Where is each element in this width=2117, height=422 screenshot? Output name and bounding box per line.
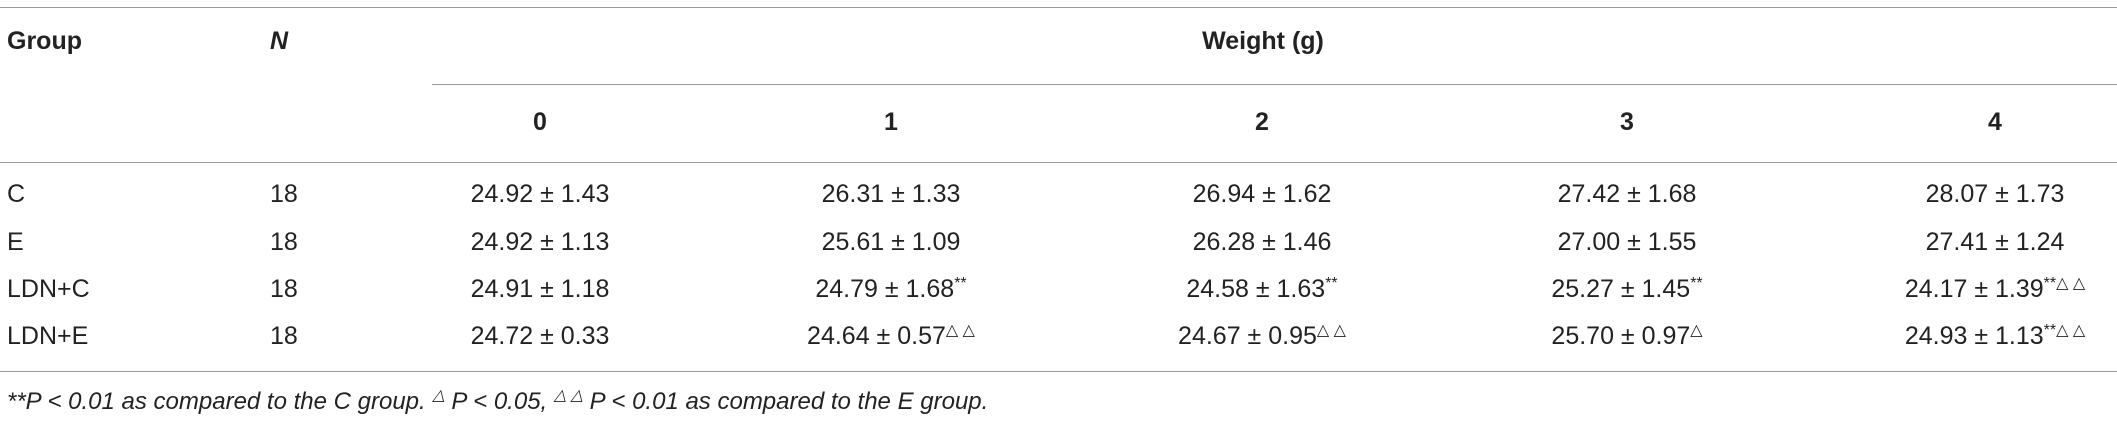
footnote-text: **P < 0.01 as compared to the C group.: [7, 388, 433, 415]
footnote-sup: △ △: [553, 387, 583, 404]
cell-value: 27.41 ± 1.24: [1925, 228, 2065, 256]
header-group: Group: [7, 27, 82, 55]
footnote: **P < 0.01 as compared to the C group. △…: [7, 388, 988, 416]
cell-value: 24.64 ± 0.57: [807, 322, 946, 350]
cell: 25.61 ± 1.09: [822, 227, 961, 257]
cell: 24.17 ± 1.39**△ △: [1905, 274, 2085, 304]
cell-value: 28.07 ± 1.73: [1925, 180, 2065, 208]
row-group: E: [7, 228, 24, 256]
rule: [432, 84, 2117, 85]
header-day: 4: [1988, 108, 2002, 136]
cell-value: 25.61 ± 1.09: [821, 228, 961, 256]
cell-value: 24.93 ± 1.13: [1904, 322, 2044, 350]
cell-value: 27.00 ± 1.55: [1557, 228, 1697, 256]
header-day: 3: [1620, 108, 1634, 136]
cell: 27.42 ± 1.68: [1558, 179, 1697, 209]
cell: 26.94 ± 1.62: [1193, 179, 1332, 209]
cell-value: 24.79 ± 1.68: [815, 275, 955, 303]
cell: 24.91 ± 1.18: [471, 274, 610, 304]
header-day: 0: [533, 108, 547, 136]
rule: [0, 162, 2117, 163]
cell: 26.31 ± 1.33: [822, 179, 961, 209]
cell: 24.93 ± 1.13**△ △: [1905, 321, 2085, 351]
cell-value: 25.70 ± 0.97: [1551, 322, 1691, 350]
cell-sup: △ △: [1316, 322, 1346, 339]
row-n: 18: [270, 322, 298, 350]
cell: 25.70 ± 0.97△: [1551, 321, 1702, 351]
header-weight: Weight (g): [1202, 27, 1324, 55]
cell: 26.28 ± 1.46: [1193, 227, 1332, 257]
footnote-text: P < 0.05,: [444, 388, 554, 415]
cell: 28.07 ± 1.73: [1926, 179, 2065, 209]
row-group: LDN+C: [7, 275, 90, 303]
cell: 24.92 ± 1.13: [471, 227, 610, 257]
row-n: 18: [270, 275, 298, 303]
cell-value: 24.92 ± 1.13: [470, 228, 610, 256]
cell: 24.58 ± 1.63**: [1186, 274, 1337, 304]
cell-value: 26.94 ± 1.62: [1192, 180, 1332, 208]
cell-sup: △ △: [945, 322, 975, 339]
row-group: LDN+E: [7, 322, 89, 350]
cell-value: 24.58 ± 1.63: [1186, 275, 1326, 303]
row-group: C: [7, 180, 26, 208]
row-n: 18: [270, 180, 298, 208]
cell: 27.00 ± 1.55: [1558, 227, 1697, 257]
cell: 24.79 ± 1.68**: [815, 274, 966, 304]
cell-sup: **△ △: [2043, 275, 2086, 292]
header-n: N: [270, 27, 289, 55]
cell: 27.41 ± 1.24: [1926, 227, 2065, 257]
footnote-text: P < 0.01 as compared to the E group.: [582, 388, 989, 415]
cell: 24.64 ± 0.57△ △: [807, 321, 975, 351]
rule: [0, 371, 2117, 372]
footnote-sup: △: [432, 387, 445, 404]
cell-value: 24.91 ± 1.18: [470, 275, 610, 303]
cell: 25.27 ± 1.45**: [1551, 274, 1702, 304]
cell-value: 24.67 ± 0.95: [1178, 322, 1317, 350]
cell-value: 25.27 ± 1.45: [1551, 275, 1691, 303]
cell-sup: **: [954, 275, 967, 292]
cell: 24.72 ± 0.33: [471, 321, 610, 351]
cell-sup: **: [1690, 275, 1703, 292]
row-n: 18: [270, 228, 298, 256]
cell-value: 26.28 ± 1.46: [1192, 228, 1332, 256]
rule: [0, 7, 2117, 8]
cell-sup: **: [1325, 275, 1338, 292]
header-day: 1: [884, 108, 898, 136]
cell-sup: **△ △: [2043, 322, 2086, 339]
cell: 24.92 ± 1.43: [471, 179, 610, 209]
cell-value: 24.92 ± 1.43: [470, 180, 610, 208]
header-day: 2: [1255, 108, 1269, 136]
cell-value: 24.72 ± 0.33: [470, 322, 610, 350]
cell-value: 26.31 ± 1.33: [821, 180, 961, 208]
cell-sup: △: [1690, 322, 1703, 339]
cell-value: 24.17 ± 1.39: [1904, 275, 2044, 303]
cell-value: 27.42 ± 1.68: [1557, 180, 1697, 208]
cell: 24.67 ± 0.95△ △: [1178, 321, 1346, 351]
